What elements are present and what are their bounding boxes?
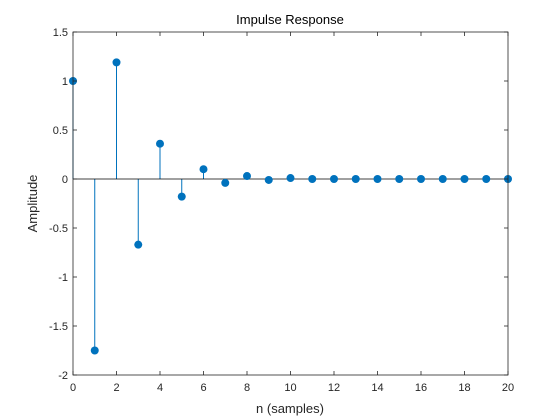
stem-marker xyxy=(156,139,164,148)
chart-title: Impulse Response xyxy=(236,12,344,27)
stem-marker xyxy=(286,174,295,183)
x-tick-label: 18 xyxy=(458,382,470,394)
y-axis-label: Amplitude xyxy=(25,175,40,233)
stem-marker xyxy=(177,192,186,201)
y-tick-label: 1.5 xyxy=(53,27,68,39)
plot-area xyxy=(73,32,508,375)
y-tick-label: 0 xyxy=(62,174,68,186)
x-tick-label: 6 xyxy=(200,382,206,394)
x-axis-ticks: 0 2 4 6 8 10 12 14 16 18 20 xyxy=(70,32,514,394)
stem-marker xyxy=(395,175,404,183)
stem-marker xyxy=(134,240,143,249)
y-tick-label: -1.5 xyxy=(49,321,68,333)
x-tick-label: 12 xyxy=(328,382,340,394)
y-tick-label: -1 xyxy=(58,272,68,284)
stem-marker xyxy=(221,178,230,187)
y-axis-ticks: -2 -1.5 -1 -0.5 0 0.5 1 1.5 xyxy=(49,27,508,382)
y-tick-label: -2 xyxy=(58,370,68,382)
stem-marker xyxy=(112,58,121,67)
x-tick-label: 4 xyxy=(157,382,163,394)
stem-marker xyxy=(199,165,208,174)
y-tick-label: 1 xyxy=(62,76,68,88)
x-tick-label: 10 xyxy=(284,382,296,394)
x-tick-label: 8 xyxy=(244,382,250,394)
stem-marker xyxy=(264,175,273,184)
stem-marker xyxy=(460,175,469,183)
stem-marker xyxy=(330,175,338,183)
stem-marker xyxy=(417,175,425,183)
x-tick-label: 0 xyxy=(70,382,76,394)
stem-marker xyxy=(373,175,382,183)
y-tick-label: -0.5 xyxy=(49,223,68,235)
stem-markers xyxy=(69,58,512,355)
stem-marker xyxy=(482,175,491,183)
stem-marker xyxy=(243,172,251,181)
x-tick-label: 14 xyxy=(371,382,383,394)
y-tick-label: 0.5 xyxy=(53,125,68,137)
stem-marker xyxy=(438,175,447,183)
stem-marker xyxy=(351,175,360,183)
x-axis-label: n (samples) xyxy=(256,401,324,416)
x-tick-label: 16 xyxy=(415,382,427,394)
stem-marker xyxy=(90,346,99,355)
x-tick-label: 20 xyxy=(502,382,514,394)
stem-marker xyxy=(308,175,317,183)
x-tick-label: 2 xyxy=(113,382,119,394)
